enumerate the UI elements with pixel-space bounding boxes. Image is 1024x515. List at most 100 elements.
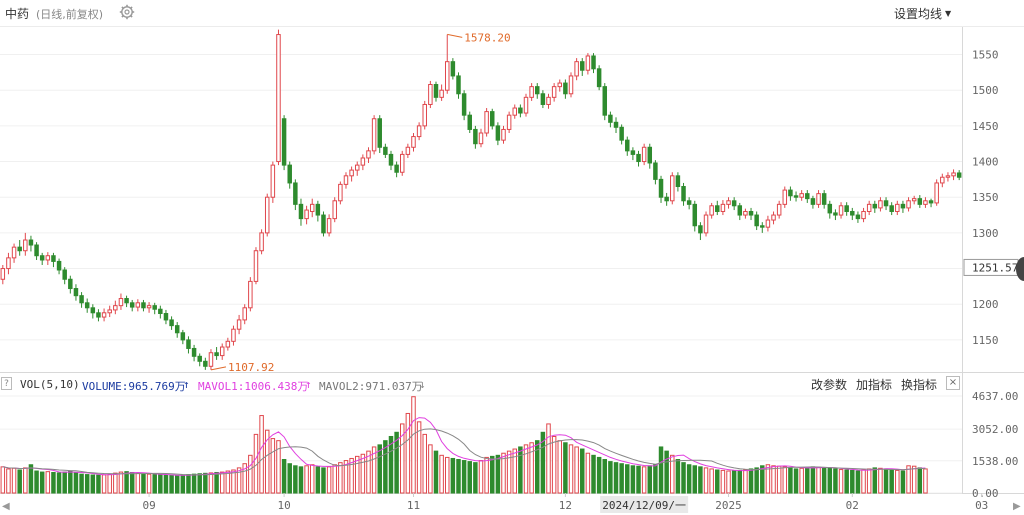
volume-bar [203, 472, 208, 494]
volume-bar [186, 474, 191, 494]
volume-bar [658, 446, 664, 494]
candle [191, 347, 197, 357]
volume-bar [613, 462, 619, 494]
volume-bar [197, 473, 202, 494]
price-tick-label: 1450 [972, 120, 999, 133]
volume-bar [585, 452, 591, 494]
candle [371, 118, 377, 152]
candle [703, 214, 709, 234]
price-grid [0, 26, 1024, 494]
volume-bar [647, 465, 653, 494]
volume-bar [113, 472, 118, 494]
current-price-label: 1251.57 [972, 261, 1018, 274]
time-tick-label: 12 [559, 499, 572, 512]
volume-bar [484, 456, 489, 494]
candle [276, 34, 281, 163]
volume-tick-label: 4637.00 [972, 390, 1018, 403]
volume-bar [557, 440, 563, 494]
candle [411, 136, 416, 148]
volume-bar [191, 473, 197, 494]
volume-bar [259, 415, 264, 494]
volume-tick-label: 3052.00 [972, 423, 1018, 436]
scroll-right-icon[interactable]: ▶ [1013, 501, 1021, 512]
volume-bar [923, 468, 928, 494]
volume-bar [236, 467, 242, 494]
candle [568, 75, 574, 95]
add-indicator-button[interactable]: 加指标 [856, 378, 893, 392]
volume-bar [281, 459, 287, 494]
candle [540, 93, 546, 105]
candle [467, 114, 472, 130]
candle [647, 146, 653, 164]
volume-bar [698, 466, 703, 494]
panel-toggle-icon[interactable] [1016, 257, 1024, 281]
candle [923, 200, 928, 205]
candle [439, 89, 444, 98]
candle [945, 175, 951, 178]
candle [28, 239, 34, 246]
volume-bar [129, 471, 135, 494]
volume-bar [608, 461, 613, 494]
candle [17, 246, 22, 252]
candle [242, 307, 247, 321]
volume-bar [748, 468, 754, 494]
candle [186, 339, 191, 349]
candle [433, 83, 439, 98]
volume-bar [681, 462, 686, 494]
candle [574, 61, 579, 77]
candle [225, 340, 231, 348]
candle [39, 255, 45, 261]
mavol2-value: MAVOL2:971.037万 [319, 380, 423, 393]
help-icon[interactable]: ? [1, 377, 12, 390]
volume-bar [670, 454, 675, 494]
candle [248, 280, 253, 309]
volume-bar [568, 444, 574, 494]
volume-bar [895, 469, 900, 494]
volume-bar [146, 473, 152, 494]
candle [203, 360, 208, 367]
volume-bar [411, 396, 416, 494]
volume-bar [619, 463, 624, 494]
volume-bar [501, 452, 506, 494]
volume-bar [461, 460, 467, 494]
scroll-left-icon[interactable]: ◀ [2, 501, 10, 512]
candle [523, 96, 529, 114]
volume-bar [703, 467, 709, 494]
candle [416, 125, 422, 138]
volume-bar [388, 435, 394, 494]
volume-bar [833, 468, 838, 494]
candle [422, 103, 427, 127]
volume-bar [855, 470, 861, 494]
volume-bar [377, 444, 382, 494]
candle [850, 210, 855, 216]
close-icon[interactable]: × [946, 376, 960, 390]
volume-bar [321, 467, 326, 494]
volume-bar [6, 468, 11, 494]
set-ma-button[interactable]: 设置均线 ▼ [894, 5, 951, 22]
candle [51, 255, 56, 262]
volume-bar [827, 467, 833, 494]
candle [11, 246, 17, 259]
annotation-label: 1578.20 [464, 31, 510, 44]
candle [253, 250, 259, 282]
candle [827, 203, 833, 214]
volume-bar [248, 454, 253, 494]
candle [529, 86, 534, 98]
candle [866, 203, 872, 212]
change-params-button[interactable]: 改参数 [811, 378, 848, 392]
volume-bar [34, 470, 39, 494]
candle [613, 121, 619, 128]
switch-indicator-button[interactable]: 换指标 [901, 378, 938, 392]
candle [338, 183, 343, 202]
candle [56, 260, 62, 271]
volume-bar [760, 465, 765, 494]
volume-bar [630, 465, 636, 494]
volume-bar [878, 467, 883, 494]
volume-bar [602, 459, 608, 494]
gear-icon[interactable] [119, 4, 135, 20]
volume-bar [861, 469, 866, 494]
volume-legend: ? VOL(5,10) VOLUME:965.769万 ↑ MAVOL1:100… [0, 374, 964, 394]
volume-bar [225, 470, 231, 494]
candle [760, 225, 765, 228]
